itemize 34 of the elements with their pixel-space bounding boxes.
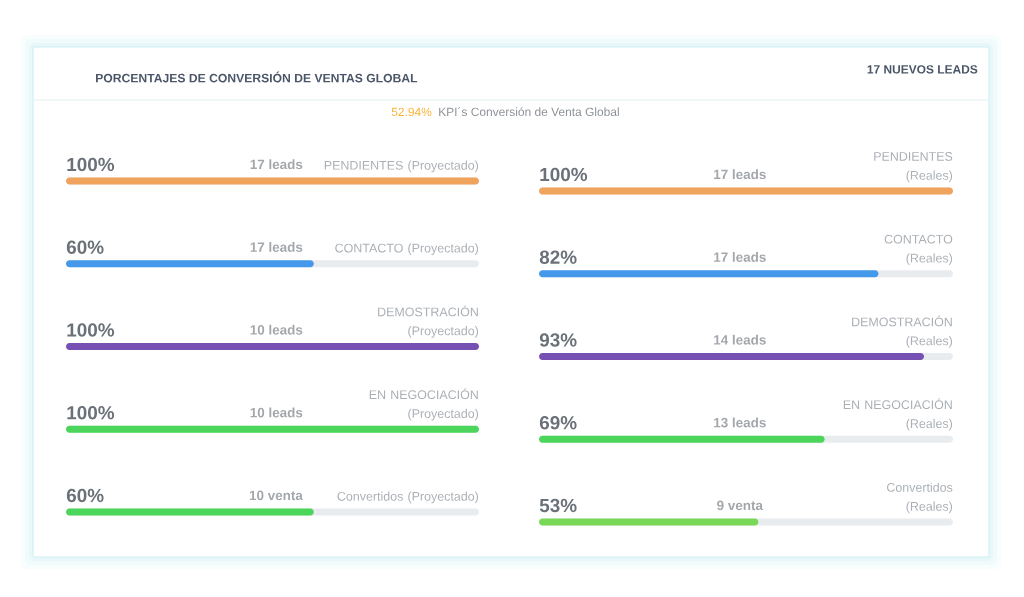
annotation: 14 leads xyxy=(714,334,766,345)
data-label: 82% xyxy=(539,250,577,264)
y-tick-label: CONTACTO (Reales) xyxy=(884,234,953,265)
y-tick-label: CONTACTO (Proyectado) xyxy=(335,243,479,255)
data-label: 100% xyxy=(67,323,115,337)
data-label: 69% xyxy=(539,416,577,430)
annotation: 10 venta xyxy=(249,490,303,501)
y-tick-label: DEMOSTRACIÓN (Proyectado) xyxy=(378,305,479,338)
annotation: 10 leads xyxy=(250,407,303,418)
data-label: 60% xyxy=(66,488,104,503)
annotation: 13 leads xyxy=(714,417,766,428)
text: 52.94% xyxy=(391,107,432,117)
text: KPI´s Conversión de Venta Global xyxy=(439,107,619,117)
data-label: 100% xyxy=(540,167,588,182)
data-label: 100% xyxy=(67,157,115,172)
data-label: 100% xyxy=(67,406,115,420)
y-tick-label: PENDIENTES (Proyectado) xyxy=(324,160,479,173)
y-tick-label: Convertidos (Reales) xyxy=(886,482,953,514)
y-tick-label: PENDIENTES (Reales) xyxy=(874,152,953,183)
y-tick-label: Convertidos (Proyectado) xyxy=(337,491,479,504)
y-tick-label: EN NEGOCIACIÓN (Proyectado) xyxy=(369,388,479,421)
text: PORCENTAJES DE CONVERSIÓN DE VENTAS GLOBAL xyxy=(96,71,418,83)
annotation: 17 leads xyxy=(250,159,303,170)
annotation: 10 leads xyxy=(250,324,303,335)
data-label: 60% xyxy=(66,240,104,254)
text: 17 NUEVOS LEADS xyxy=(867,65,978,74)
annotation: 9 venta xyxy=(717,500,764,511)
annotation: 17 leads xyxy=(714,252,766,262)
data-label: 93% xyxy=(539,333,577,347)
y-tick-label: EN NEGOCIACIÓN (Reales) xyxy=(843,398,953,431)
annotation: 17 leads xyxy=(714,169,766,180)
annotation: 17 leads xyxy=(250,242,303,252)
y-tick-label: DEMOSTRACIÓN (Reales) xyxy=(852,315,953,348)
data-label: 53% xyxy=(539,498,577,513)
